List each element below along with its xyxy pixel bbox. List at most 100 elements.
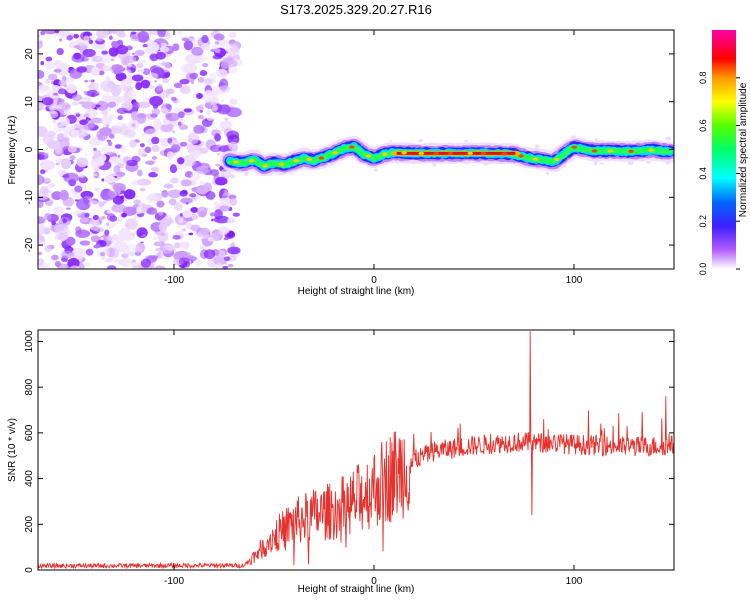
noise-blob (76, 198, 91, 211)
noise-blob (75, 229, 90, 239)
noise-blob (214, 40, 220, 45)
track-peak-dot (332, 151, 338, 155)
y-tick-label: -20 (24, 237, 35, 252)
noise-blob (126, 69, 132, 75)
noise-blob (139, 143, 145, 148)
noise-blob (197, 114, 205, 120)
x-tick-label: 0 (371, 576, 377, 587)
noise-blob (172, 43, 180, 52)
noise-blob (109, 133, 115, 139)
noise-blob (131, 262, 142, 269)
noise-blob (210, 212, 215, 217)
noise-blob (90, 117, 104, 124)
track-peak-dot (501, 152, 508, 156)
noise-blob (97, 134, 104, 141)
noise-blob (106, 265, 117, 269)
noise-blob (220, 168, 232, 180)
noise-blob (120, 78, 131, 88)
noise-blob (176, 30, 183, 36)
noise-blob (165, 88, 175, 95)
noise-blob (211, 45, 217, 49)
noise-blob (218, 225, 229, 236)
noise-blob (133, 215, 139, 220)
noise-blob (373, 168, 378, 172)
noise-blob (106, 235, 118, 242)
noise-blob (71, 53, 85, 63)
noise-blob (178, 124, 189, 131)
noise-blob (219, 205, 230, 212)
noise-blob (88, 200, 99, 207)
heatmap-signal-track (220, 135, 674, 177)
noise-blob (112, 195, 124, 205)
noise-blob (210, 101, 217, 106)
noise-blob (126, 159, 138, 167)
noise-blob (101, 144, 115, 155)
noise-blob (62, 218, 67, 224)
noise-blob (216, 152, 221, 156)
chart-title: S173.2025.329.20.27.R16 (280, 2, 432, 17)
noise-blob (98, 201, 105, 208)
noise-blob (114, 234, 125, 244)
track-peak-dot (418, 151, 425, 155)
noise-blob (594, 160, 598, 166)
noise-blob (180, 197, 193, 204)
noise-blob (190, 171, 201, 181)
noise-blob (91, 92, 95, 98)
track-peak-dot (318, 156, 325, 160)
noise-blob (137, 101, 151, 109)
noise-blob (104, 229, 110, 236)
noise-blob (152, 236, 158, 241)
noise-blob (113, 258, 124, 264)
x-tick-label: 100 (566, 275, 583, 286)
colorbar-tick-label: 0.8 (698, 72, 708, 85)
y-tick-label: 400 (24, 470, 35, 487)
colorbar-label: Normalized spectral amplitude (738, 82, 749, 217)
snr-x-label: Height of straight line (km) (298, 584, 415, 595)
noise-blob (189, 193, 197, 198)
noise-blob (44, 78, 50, 84)
noise-blob (157, 232, 169, 242)
track-peak-dot (349, 145, 355, 149)
noise-blob (105, 257, 114, 263)
noise-blob (96, 30, 109, 39)
noise-blob (131, 123, 136, 128)
noise-blob (67, 145, 77, 153)
noise-blob (54, 223, 69, 234)
noise-blob (100, 80, 117, 93)
noise-blob (96, 37, 104, 42)
snr-frame (37, 329, 675, 571)
noise-blob (228, 31, 237, 39)
snr-y-axis: 0 200 400 600 800 1000 (24, 330, 674, 573)
noise-blob (159, 138, 167, 144)
noise-blob (211, 218, 214, 222)
colorbar-tick-label: 0.4 (698, 167, 708, 180)
noise-blob (188, 232, 194, 236)
noise-blob (161, 107, 169, 115)
track-peak-dot (628, 149, 634, 153)
noise-blob (167, 189, 183, 198)
noise-blob (84, 262, 92, 267)
noise-blob (665, 136, 671, 141)
noise-blob (100, 190, 116, 201)
noise-blob (204, 89, 213, 95)
noise-blob (137, 148, 146, 156)
noise-blob (38, 40, 44, 49)
noise-blob (646, 160, 652, 164)
track-peak-dot (648, 148, 655, 152)
noise-blob (85, 248, 94, 256)
noise-blob (100, 236, 104, 241)
noise-blob (95, 104, 101, 108)
heatmap-y-axis: -20 -10 0 10 20 (24, 48, 674, 252)
noise-blob (38, 51, 44, 61)
noise-blob (200, 104, 204, 107)
noise-blob (627, 160, 634, 166)
y-tick-label: 20 (24, 48, 35, 60)
track-peak-dot (467, 151, 474, 155)
noise-blob (55, 162, 60, 166)
noise-blob (150, 113, 158, 118)
noise-blob (72, 194, 80, 199)
noise-blob (89, 35, 96, 39)
noise-blob (188, 255, 195, 260)
track-peak-dot (233, 160, 239, 164)
noise-blob (41, 97, 54, 106)
